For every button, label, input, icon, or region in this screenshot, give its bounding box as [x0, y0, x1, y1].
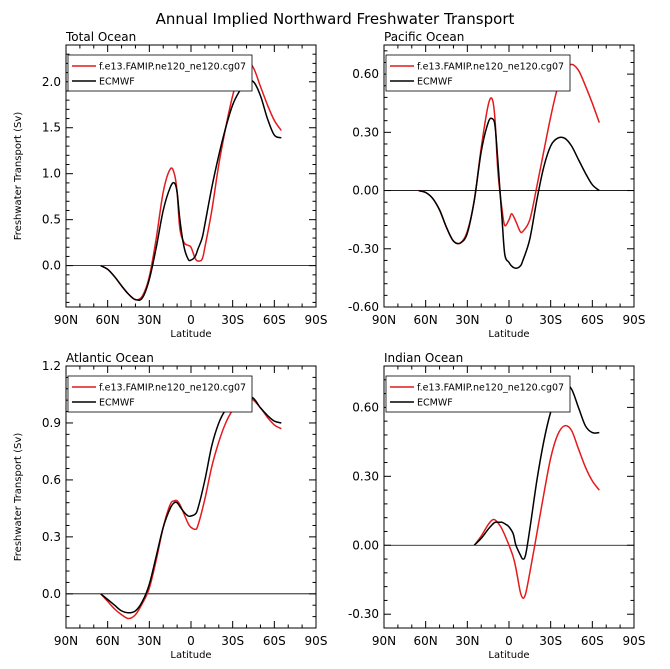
series-line-model — [473, 424, 600, 599]
x-tick-label: 90N — [372, 634, 396, 648]
panel-title: Indian Ocean — [384, 351, 463, 365]
x-tick-label: 90N — [372, 313, 396, 327]
x-tick-label: 60N — [414, 634, 438, 648]
y-axis-label: Freshwater Transport (Sv) — [13, 112, 24, 241]
y-tick-label: 0.60 — [352, 400, 379, 414]
x-tick-label: 60S — [263, 634, 286, 648]
legend-box — [385, 54, 571, 92]
y-tick-label: 0.6 — [42, 473, 61, 487]
y-tick-label: 0.00 — [352, 538, 379, 552]
x-tick-label: 0 — [505, 634, 513, 648]
x-tick-label: 60S — [263, 313, 286, 327]
x-tick-label: 30N — [455, 634, 479, 648]
plot-frame — [383, 365, 635, 629]
x-tick-label: 60N — [414, 313, 438, 327]
x-axis-label: Latitude — [488, 329, 529, 340]
x-tick-label: 30N — [137, 634, 161, 648]
plot-frame — [65, 365, 317, 629]
x-tick-label: 30N — [137, 313, 161, 327]
x-tick-label: 90S — [623, 313, 646, 327]
y-tick-label: 0.9 — [42, 416, 61, 430]
x-tick-label: 60N — [96, 313, 120, 327]
panel-3: Indian Ocean 90N 60N 30N 0 30S 60S 90S -0.30 0.00… — [348, 351, 646, 661]
y-tick-label: 0.0 — [42, 587, 61, 601]
panel-0: Total Ocean 90N 60N 30N 0 30S 60S 90S 0.0 0.5 1.0 1… — [13, 30, 327, 340]
panel-2: Atlantic Ocean 90N 60N 30N 0 30S 60S 90S 0.0 0.3 0… — [13, 351, 327, 661]
legend: f.e13.FAMIP.ne120_ne120.cg07 ECMWF — [67, 54, 253, 92]
x-tick-label: 0 — [187, 313, 195, 327]
y-tick-label: 2.0 — [42, 75, 61, 89]
x-tick-label: 30S — [221, 634, 244, 648]
y-tick-label: 0.60 — [352, 67, 379, 81]
legend: f.e13.FAMIP.ne120_ne120.cg07 ECMWF — [67, 375, 253, 413]
panel-1: Pacific Ocean 90N 60N 30N 0 30S 60S 90S -0.60 -0.… — [348, 30, 646, 340]
x-tick-label: 0 — [505, 313, 513, 327]
x-tick-label: 60S — [581, 313, 604, 327]
y-tick-label: 0.3 — [42, 530, 61, 544]
x-tick-label: 30S — [221, 313, 244, 327]
legend-label: ECMWF — [99, 77, 135, 88]
x-tick-label: 60S — [581, 634, 604, 648]
x-tick-label: 30S — [539, 634, 562, 648]
series-line-ecmwf — [100, 395, 282, 614]
legend-label: f.e13.FAMIP.ne120_ne120.cg07 — [99, 62, 246, 73]
x-tick-label: 90N — [54, 313, 78, 327]
plot-frame — [383, 44, 635, 308]
legend-label: f.e13.FAMIP.ne120_ne120.cg07 — [417, 62, 564, 73]
legend-label: ECMWF — [417, 398, 453, 409]
x-tick-label: 90N — [54, 634, 78, 648]
panel-title: Pacific Ocean — [384, 30, 464, 44]
legend-label: ECMWF — [99, 398, 135, 409]
plot-frame — [65, 44, 317, 308]
x-axis-label: Latitude — [170, 650, 211, 661]
y-tick-label: 0.00 — [352, 184, 379, 198]
figure-title: Annual Implied Northward Freshwater Tran… — [156, 10, 515, 28]
x-tick-label: 90S — [305, 634, 328, 648]
y-tick-label: -0.60 — [348, 300, 379, 314]
x-tick-label: 0 — [187, 634, 195, 648]
x-tick-label: 30N — [455, 313, 479, 327]
y-tick-label: 0.5 — [42, 213, 61, 227]
legend-label: f.e13.FAMIP.ne120_ne120.cg07 — [417, 383, 564, 394]
legend-box — [67, 375, 253, 413]
x-tick-label: 60N — [96, 634, 120, 648]
legend-label: f.e13.FAMIP.ne120_ne120.cg07 — [99, 383, 246, 394]
y-tick-label: 0.30 — [352, 125, 379, 139]
y-tick-label: 0.0 — [42, 259, 61, 273]
series-line-model — [100, 60, 282, 301]
x-axis-label: Latitude — [488, 650, 529, 661]
series-line-ecmwf — [418, 117, 600, 269]
series-line-model — [100, 395, 282, 620]
y-tick-label: 1.0 — [42, 167, 61, 181]
y-tick-label: 0.30 — [352, 469, 379, 483]
y-tick-label: -0.30 — [348, 242, 379, 256]
y-tick-label: -0.30 — [348, 607, 379, 621]
x-tick-label: 90S — [623, 634, 646, 648]
x-tick-label: 90S — [305, 313, 328, 327]
series-line-ecmwf — [473, 383, 600, 560]
x-tick-label: 30S — [539, 313, 562, 327]
panel-title: Total Ocean — [65, 30, 136, 44]
legend-box — [67, 54, 253, 92]
y-tick-label: 1.2 — [42, 359, 61, 373]
y-axis-label: Freshwater Transport (Sv) — [13, 433, 24, 562]
panels: Total Ocean 90N 60N 30N 0 30S 60S 90S 0.0 0.5 1.0 1… — [13, 30, 645, 661]
panel-title: Atlantic Ocean — [66, 351, 154, 365]
legend-label: ECMWF — [417, 77, 453, 88]
legend: f.e13.FAMIP.ne120_ne120.cg07 ECMWF — [385, 375, 571, 413]
legend-box — [385, 375, 571, 413]
y-tick-label: 1.5 — [42, 121, 61, 135]
legend: f.e13.FAMIP.ne120_ne120.cg07 ECMWF — [385, 54, 571, 92]
x-axis-label: Latitude — [170, 329, 211, 340]
series-line-ecmwf — [100, 79, 282, 301]
